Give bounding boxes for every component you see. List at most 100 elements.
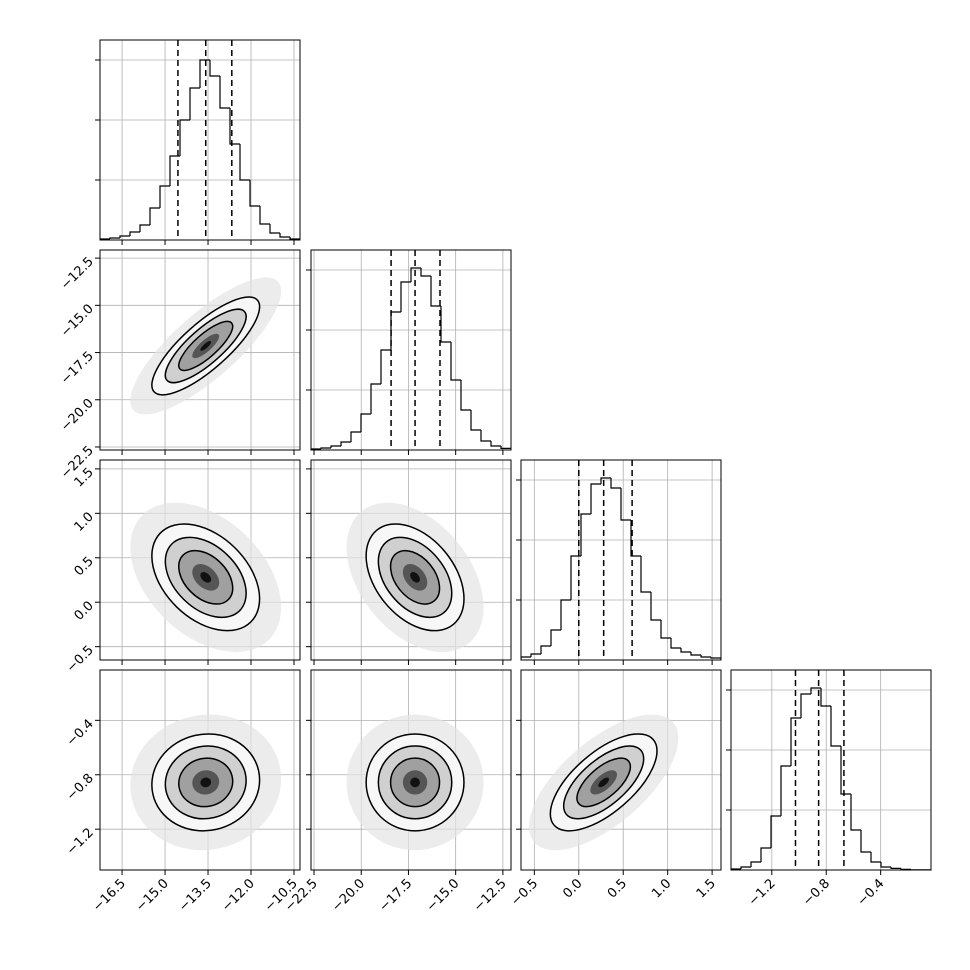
- histogram-step: [660, 620, 671, 639]
- histogram-step: [550, 629, 561, 646]
- x-tick-label: −0.4: [855, 876, 888, 909]
- panel-content: [100, 670, 300, 870]
- y-tick-label: −15.0: [58, 302, 97, 341]
- panel: −0.5 0.0 0.5 1.0 1.5: [508, 669, 722, 909]
- histogram-step: [440, 306, 451, 343]
- histogram-step: [370, 383, 381, 414]
- histogram-step: [460, 380, 471, 411]
- histogram-step: [870, 852, 881, 863]
- histogram-step: [320, 447, 331, 449]
- histogram-step: [129, 231, 140, 236]
- panel-frame: [310, 249, 512, 451]
- y-tick-label: −20.0: [58, 396, 97, 435]
- histogram-step: [750, 861, 761, 867]
- panel: [306, 459, 512, 665]
- panel-frame: [99, 249, 301, 451]
- y-tick-label: −0.4: [64, 717, 97, 750]
- histogram-step: [289, 237, 300, 240]
- histogram-step: [820, 688, 831, 707]
- panel-content: [521, 670, 721, 870]
- histogram-step: [360, 413, 371, 432]
- histogram-step: [610, 478, 621, 489]
- panel-frame: [99, 459, 301, 661]
- x-tick-label: −20.0: [329, 876, 368, 915]
- histogram-step: [850, 794, 861, 831]
- panel: −22.5−20.0−17.5−15.0−12.5: [58, 249, 301, 482]
- x-tick-label: −17.5: [376, 876, 415, 915]
- x-tick-label: 0.5: [605, 876, 630, 901]
- panel-content: [100, 40, 300, 240]
- y-tick-label: 0.5: [72, 554, 97, 579]
- histogram-step: [390, 311, 401, 350]
- histogram-step: [760, 847, 771, 862]
- histogram-step: [790, 717, 801, 766]
- panel: −1.2 −0.8 −0.4: [726, 669, 932, 909]
- histogram-step: [209, 60, 220, 77]
- histogram-step: [400, 281, 411, 312]
- histogram-step: [330, 445, 341, 448]
- histogram-step: [560, 599, 571, 630]
- histogram-step: [700, 655, 711, 658]
- panel-content: [311, 250, 511, 450]
- histogram-step: [800, 693, 811, 718]
- panel-frame: [99, 669, 301, 871]
- panel-frame: [520, 669, 722, 871]
- histogram-step: [159, 185, 170, 208]
- histogram-step: [521, 656, 531, 660]
- panel-content: [311, 670, 511, 870]
- y-tick-label: −0.8: [64, 771, 97, 804]
- x-tick-label: −0.5: [508, 876, 541, 909]
- panel: −0.50.00.51.01.5: [64, 459, 301, 676]
- histogram-step: [480, 430, 491, 442]
- histogram-step: [540, 645, 551, 654]
- histogram-step: [780, 765, 791, 816]
- y-tick-label: 1.0: [72, 510, 97, 535]
- histogram-step: [149, 207, 160, 225]
- panel-content: [731, 670, 931, 870]
- histogram-step: [119, 235, 130, 238]
- histogram-step: [420, 268, 431, 277]
- x-tick-label: −15.0: [424, 876, 463, 915]
- panel-frame: [310, 669, 512, 871]
- panel: [95, 39, 301, 245]
- panel: −22.5−20.0−17.5−15.0−12.5: [282, 669, 512, 915]
- histogram-step: [109, 237, 120, 239]
- histogram-step: [259, 206, 270, 225]
- histogram-step: [249, 180, 260, 207]
- histogram-step: [199, 59, 210, 88]
- histogram-step: [450, 342, 461, 381]
- panel-frame: [520, 459, 722, 661]
- x-tick-label: 1.0: [649, 876, 674, 901]
- histogram-step: [169, 155, 180, 186]
- histogram-step: [279, 233, 290, 238]
- panel: [516, 459, 722, 665]
- x-tick-label: 0.0: [560, 876, 585, 901]
- histogram-step: [810, 687, 821, 694]
- histogram-step: [860, 830, 871, 853]
- x-tick-label: −15.0: [133, 876, 172, 915]
- density-contour: [200, 571, 212, 583]
- y-tick-label: 0.0: [72, 598, 97, 623]
- x-tick-label: 1.5: [694, 876, 719, 901]
- histogram-step: [600, 477, 611, 484]
- histogram-step: [350, 431, 361, 442]
- histogram-step: [580, 513, 591, 556]
- x-tick-label: −16.5: [90, 876, 129, 915]
- histogram-step: [570, 555, 581, 600]
- x-tick-label: −13.5: [176, 876, 215, 915]
- histogram-step: [840, 746, 851, 795]
- histogram-step: [100, 238, 110, 240]
- histogram-step: [410, 267, 421, 282]
- histogram-step: [139, 224, 150, 232]
- panel-content: [100, 460, 300, 660]
- histogram-step: [179, 119, 190, 156]
- panel: −16.5 −15.0 −13.5 −12.0 −10.5−1.2−0.8−0.4: [64, 669, 301, 915]
- y-tick-label: −17.5: [58, 349, 97, 388]
- panel-content: [311, 460, 511, 660]
- density-contour: [410, 777, 420, 788]
- panel-frame: [310, 459, 512, 661]
- density-contour: [200, 341, 212, 351]
- histogram-step: [830, 706, 841, 747]
